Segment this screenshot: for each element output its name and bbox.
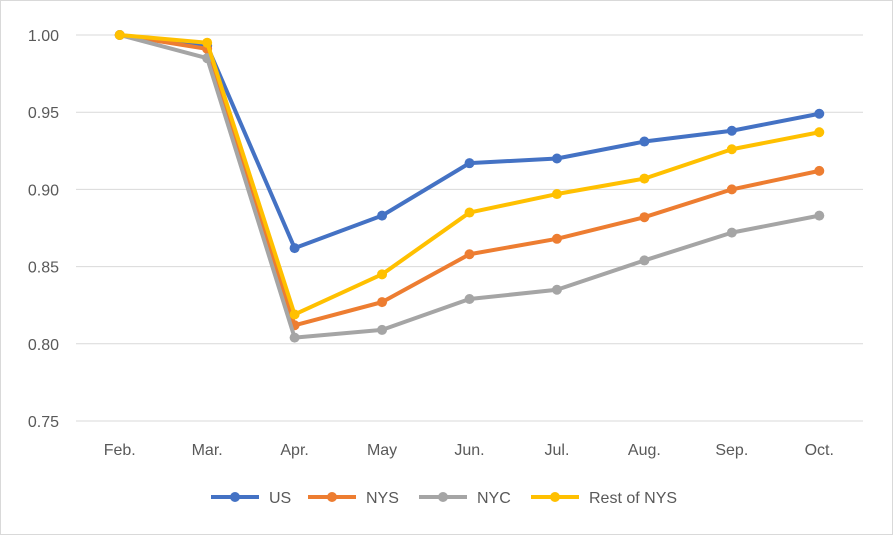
y-tick-label: 0.75 (28, 414, 59, 431)
gridlines (76, 34, 863, 422)
data-point (639, 173, 650, 184)
data-point (726, 227, 737, 238)
data-point (464, 207, 475, 218)
legend-label: Rest of NYS (589, 490, 677, 507)
data-point (639, 212, 650, 223)
y-axis-ticks: 0.75 0.80 0.85 0.90 0.95 1.00 (28, 28, 59, 431)
legend-item: US (211, 490, 291, 507)
data-point (464, 158, 475, 169)
legend-label: US (269, 490, 291, 507)
legend: US NYS NYC Rest of NYS (211, 490, 677, 507)
data-point (377, 210, 388, 221)
y-tick-label: 0.95 (28, 105, 59, 122)
data-point (377, 324, 388, 335)
data-point (814, 127, 825, 138)
data-point (551, 153, 562, 164)
y-tick-label: 0.80 (28, 337, 59, 354)
x-tick-label: Sep. (715, 442, 748, 459)
data-point (464, 249, 475, 260)
x-tick-label: Mar. (192, 442, 223, 459)
data-point (551, 233, 562, 244)
data-point (726, 184, 737, 195)
series-rest-of-nys (114, 30, 825, 320)
y-tick-label: 0.85 (28, 260, 59, 277)
series-line (119, 33, 820, 328)
data-point (202, 37, 213, 48)
x-axis-ticks: Feb. Mar. Apr. May Jun. Jul. Aug. Sep. Oct. (104, 442, 834, 459)
y-tick-label: 0.90 (28, 182, 59, 199)
legend-marker (230, 492, 240, 502)
series-us (114, 30, 825, 254)
data-point (377, 297, 388, 308)
legend-marker (550, 492, 560, 502)
legend-label: NYC (477, 490, 511, 507)
x-tick-label: Jun. (454, 442, 484, 459)
data-point (114, 30, 125, 40)
data-point (551, 284, 562, 295)
x-tick-label: Apr. (280, 442, 308, 459)
data-point (814, 165, 825, 176)
legend-item: Rest of NYS (531, 490, 677, 507)
x-tick-label: May (367, 442, 397, 459)
data-point (464, 294, 475, 305)
x-tick-label: Jul. (544, 442, 569, 459)
legend-item: NYC (419, 490, 511, 507)
data-point (289, 332, 300, 343)
data-point (639, 136, 650, 147)
x-tick-label: Aug. (628, 442, 661, 459)
y-tick-label: 1.00 (28, 28, 59, 45)
data-point (814, 210, 825, 221)
series-line (119, 33, 820, 317)
legend-marker (438, 492, 448, 502)
data-point (377, 269, 388, 280)
data-point (289, 309, 300, 320)
data-point (639, 255, 650, 266)
data-point (551, 189, 562, 200)
x-tick-label: Feb. (104, 442, 136, 459)
legend-item: NYS (308, 490, 399, 507)
data-point (726, 125, 737, 136)
series-line (119, 33, 820, 340)
legend-label: NYS (366, 490, 399, 507)
series-lines (114, 30, 825, 343)
data-point (726, 144, 737, 155)
data-point (814, 108, 825, 119)
legend-marker (327, 492, 337, 502)
data-point (289, 243, 300, 254)
x-tick-label: Oct. (805, 442, 834, 459)
